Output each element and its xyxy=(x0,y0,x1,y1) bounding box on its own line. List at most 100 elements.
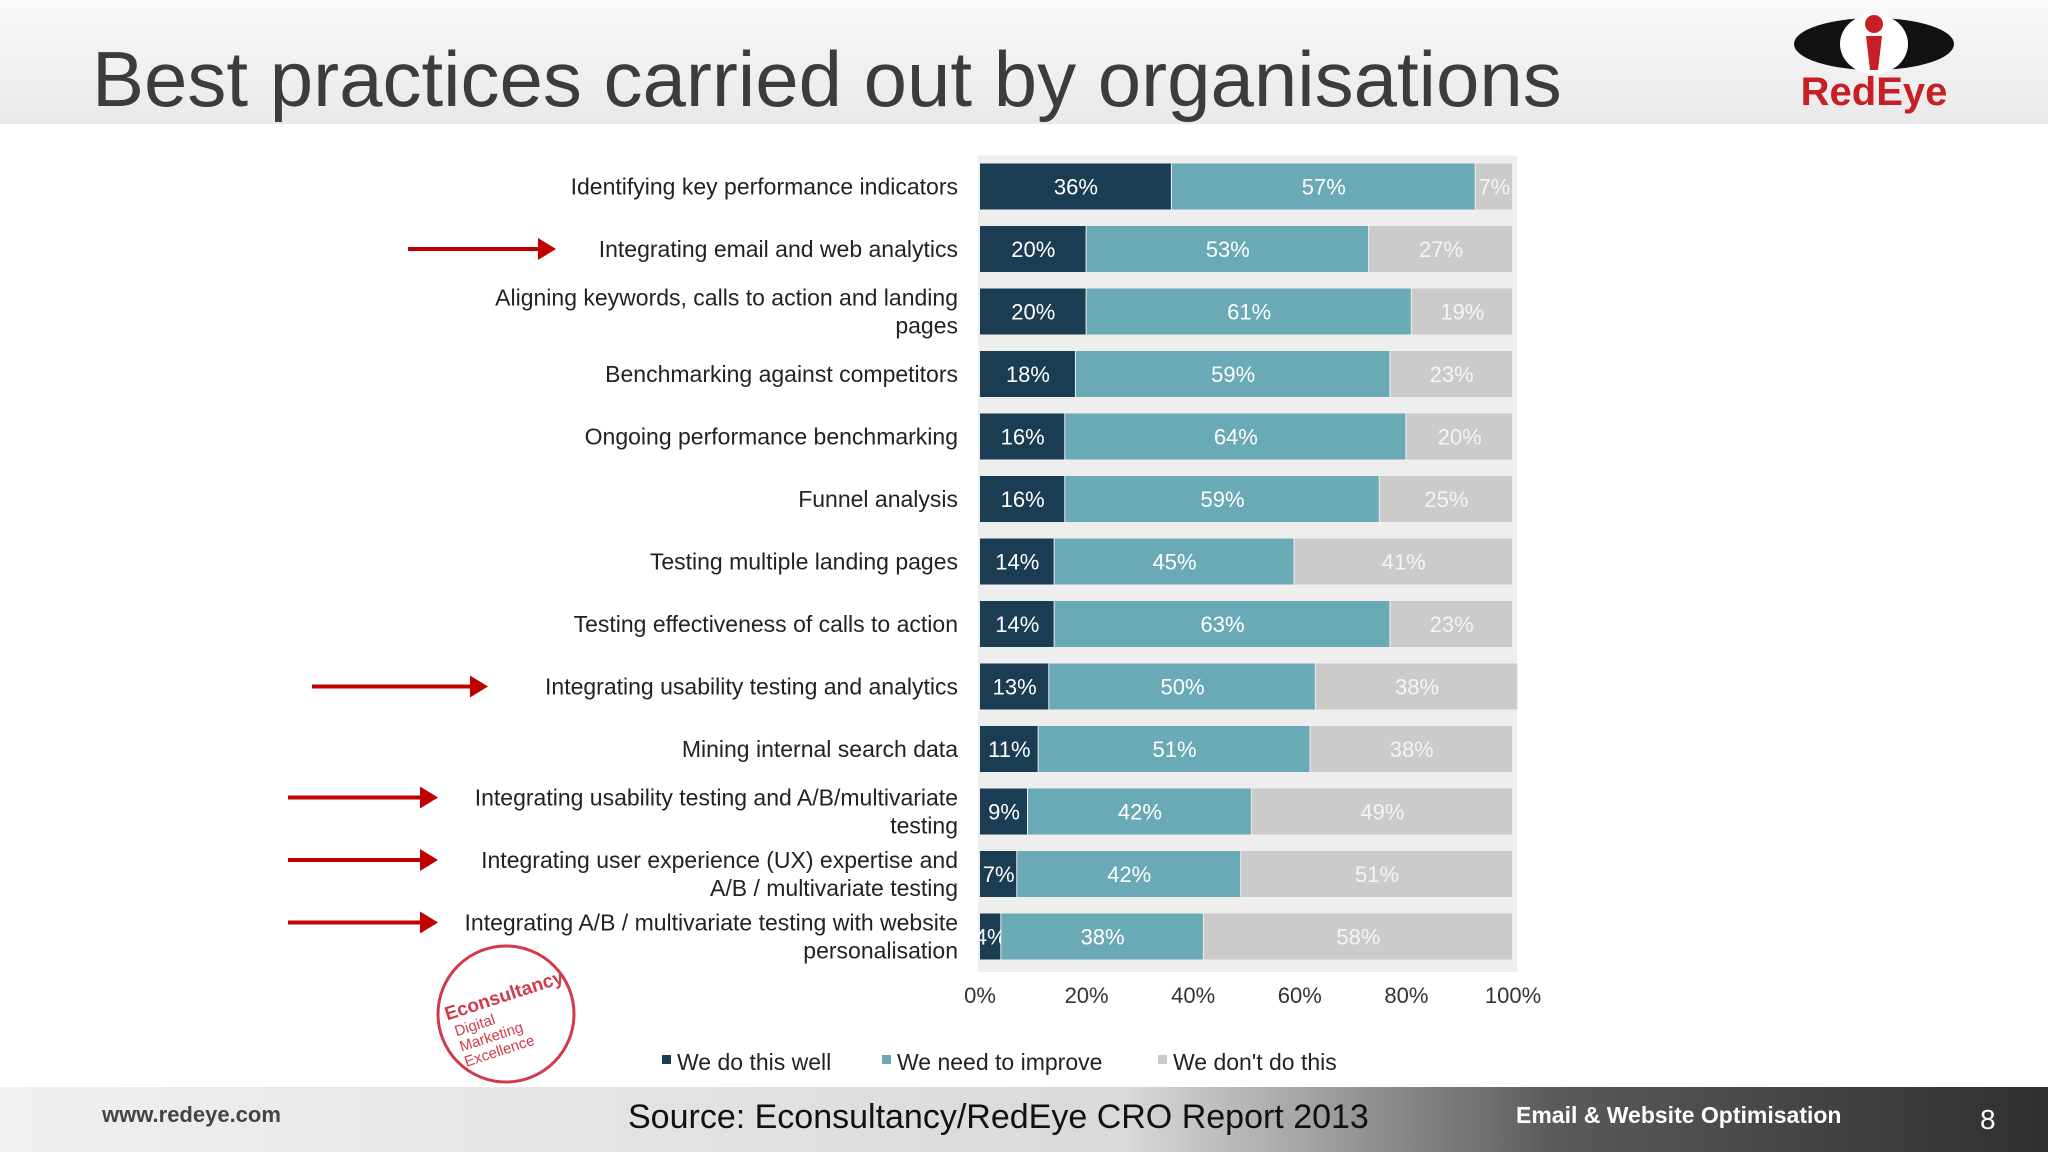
x-tick-label: 40% xyxy=(1171,983,1215,1008)
x-tick-label: 20% xyxy=(1065,983,1109,1008)
bar-segment xyxy=(980,663,1049,710)
data-label: 51% xyxy=(1355,862,1399,887)
bar-segment xyxy=(1390,601,1512,647)
bar-segment xyxy=(1065,413,1406,460)
bar-segment xyxy=(1379,476,1512,522)
data-label: 4% xyxy=(975,925,1007,950)
legend-swatch xyxy=(1158,1055,1167,1064)
x-tick-label: 0% xyxy=(964,983,996,1008)
x-tick-label: 80% xyxy=(1384,983,1428,1008)
category-label: personalisation xyxy=(803,938,958,964)
category-label: pages xyxy=(895,313,958,339)
bars: 36% 57% 7% 20% 53% 27% 20% 61% 19% 18% 59% 23% 16% 64… xyxy=(975,155,1518,972)
data-label: 59% xyxy=(1200,487,1244,512)
legend-swatch xyxy=(882,1055,891,1064)
bar-segment xyxy=(980,788,1027,835)
data-label: 41% xyxy=(1382,550,1426,575)
x-tick-label: 60% xyxy=(1278,983,1322,1008)
data-label: 23% xyxy=(1430,362,1474,387)
bar-segment xyxy=(980,538,1054,585)
bar-segment xyxy=(980,851,1017,897)
legend-label: We do this well xyxy=(677,1049,831,1075)
data-label: 19% xyxy=(1440,300,1484,325)
data-label: 14% xyxy=(995,550,1039,575)
arrow-head-icon xyxy=(420,911,438,934)
data-label: 64% xyxy=(1214,425,1258,450)
legend: We do this well We need to improve We don'… xyxy=(662,1049,1337,1075)
data-label: 59% xyxy=(1211,362,1255,387)
slide-title: Best practices carried out by organisati… xyxy=(92,35,1562,123)
category-label: Identifying key performance indicators xyxy=(571,174,958,200)
data-label: 16% xyxy=(1001,425,1045,450)
category-label: Ongoing performance benchmarking xyxy=(585,424,958,450)
data-label: 20% xyxy=(1438,425,1482,450)
category-label: Integrating usability testing and analyt… xyxy=(545,674,958,700)
category-label: Testing multiple landing pages xyxy=(650,549,958,575)
bar-segment xyxy=(1086,226,1369,272)
bar-segment xyxy=(1411,288,1512,335)
category-label: Integrating A/B / multivariate testing w… xyxy=(465,910,958,936)
bar-segment xyxy=(1203,913,1512,960)
bar-segment xyxy=(1369,226,1512,272)
bar-segment xyxy=(1294,538,1512,585)
arrow-head-icon xyxy=(538,238,556,260)
data-label: 63% xyxy=(1200,612,1244,637)
bar-segment xyxy=(1241,851,1512,897)
data-label: 11% xyxy=(988,737,1030,762)
data-label: 53% xyxy=(1206,237,1250,262)
data-label: 20% xyxy=(1011,300,1055,325)
bar-segment xyxy=(1310,726,1512,772)
data-label: 18% xyxy=(1006,362,1050,387)
legend-label: We don't do this xyxy=(1173,1049,1337,1075)
footer-url: www.redeye.com xyxy=(102,1102,281,1127)
data-label: 14% xyxy=(995,612,1039,637)
category-label: Integrating user experience (UX) experti… xyxy=(481,847,958,873)
bar-segment xyxy=(1065,476,1379,522)
category-label: Integrating usability testing and A/B/mu… xyxy=(475,785,958,811)
bar-segment xyxy=(980,601,1054,647)
legend-swatch xyxy=(662,1055,671,1064)
bar-segment xyxy=(980,163,1171,210)
bar-segment xyxy=(980,226,1086,272)
arrow-head-icon xyxy=(470,675,488,698)
bar-segment xyxy=(1027,788,1251,835)
data-label: 50% xyxy=(1161,675,1205,700)
x-tick-label: 100% xyxy=(1485,983,1541,1008)
legend-label: We need to improve xyxy=(897,1049,1102,1075)
data-label: 9% xyxy=(988,800,1020,825)
arrow-head-icon xyxy=(420,849,438,871)
bar-segment xyxy=(1315,663,1518,710)
bar-segment xyxy=(980,413,1065,460)
category-label: Testing effectiveness of calls to action xyxy=(574,611,958,637)
bar-segment xyxy=(1406,413,1512,460)
category-labels: Identifying key performance indicators In… xyxy=(465,174,959,964)
bar-segment xyxy=(980,726,1038,772)
category-label: Mining internal search data xyxy=(682,736,958,762)
data-label: 38% xyxy=(1390,737,1434,762)
data-label: 49% xyxy=(1360,800,1404,825)
bar-segment xyxy=(1001,913,1203,960)
bar-segment xyxy=(1171,163,1475,210)
data-label: 20% xyxy=(1011,237,1055,262)
data-label: 42% xyxy=(1107,862,1151,887)
bar-segment xyxy=(1054,538,1294,585)
footer-bar xyxy=(0,1087,2048,1152)
bar-segment xyxy=(1086,288,1411,335)
redeye-logo-icon xyxy=(1794,14,1954,74)
bar-segment xyxy=(1054,601,1390,647)
data-label: 16% xyxy=(1001,487,1045,512)
x-axis: 0% 20% 40% 60% 80% 100% xyxy=(964,983,1541,1008)
bar-segment xyxy=(1049,663,1315,710)
data-label: 13% xyxy=(993,675,1037,700)
bar-segment xyxy=(980,476,1065,522)
bar-segment xyxy=(1475,163,1512,210)
bar-segment xyxy=(1075,351,1390,397)
highlight-arrows xyxy=(288,238,556,934)
bar-segment xyxy=(980,288,1086,335)
footer-tagline: Email & Website Optimisation xyxy=(1516,1102,1842,1128)
data-label: 36% xyxy=(1054,175,1098,200)
bar-segment xyxy=(980,913,1001,960)
category-label: Benchmarking against competitors xyxy=(605,361,958,387)
data-label: 7% xyxy=(1478,175,1510,200)
badge-circle xyxy=(436,944,576,1084)
